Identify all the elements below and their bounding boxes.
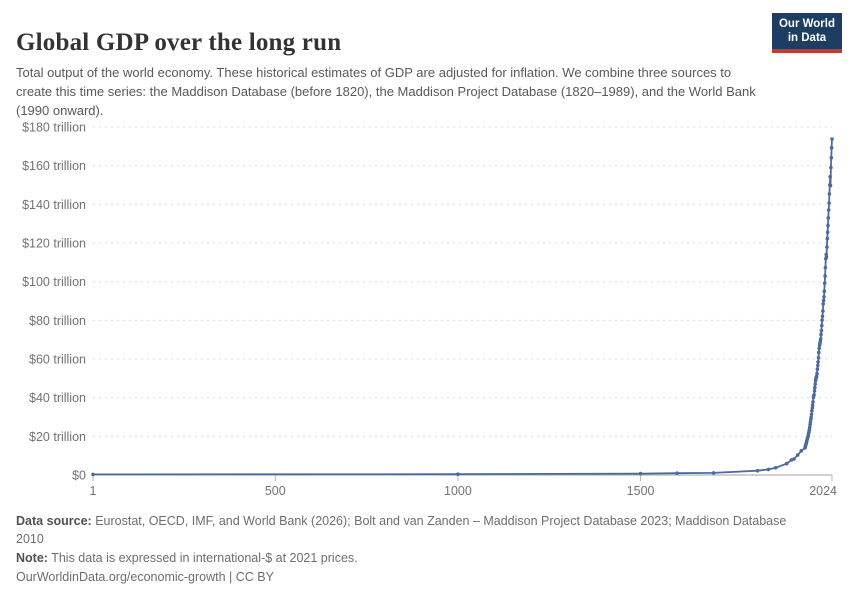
data-point-marker bbox=[812, 393, 816, 397]
y-axis-tick-label: $180 trillion bbox=[22, 121, 86, 135]
data-point-marker bbox=[456, 472, 460, 477]
data-point-marker bbox=[755, 468, 760, 473]
data-point-marker bbox=[638, 471, 643, 476]
data-point-marker bbox=[814, 374, 819, 379]
data-point-marker bbox=[827, 201, 831, 205]
data-point-marker bbox=[815, 367, 820, 371]
data-source-label: Data source: bbox=[16, 514, 92, 528]
data-point-marker bbox=[809, 415, 813, 420]
data-point-marker bbox=[815, 371, 819, 376]
note-text: This data is expressed in international-… bbox=[47, 551, 358, 565]
data-point-marker bbox=[817, 350, 821, 355]
data-point-marker bbox=[821, 298, 826, 303]
y-axis-tick-label: $140 trillion bbox=[22, 198, 86, 212]
data-point-marker bbox=[830, 137, 834, 141]
data-point-marker bbox=[711, 471, 716, 475]
data-point-marker bbox=[829, 155, 834, 160]
gdp-series-line bbox=[92, 138, 833, 476]
data-point-marker bbox=[820, 314, 825, 319]
data-point-marker bbox=[792, 457, 796, 461]
data-point-marker bbox=[816, 360, 820, 364]
note-label: Note: bbox=[16, 551, 48, 565]
data-point-marker bbox=[820, 323, 824, 328]
data-point-marker bbox=[826, 216, 831, 220]
data-point-marker bbox=[827, 192, 832, 196]
data-point-marker bbox=[822, 295, 826, 299]
data-point-marker bbox=[773, 466, 778, 470]
data-point-marker bbox=[813, 382, 817, 386]
data-point-marker bbox=[784, 461, 789, 466]
page-title: Global GDP over the long run bbox=[16, 28, 342, 56]
citation-link[interactable]: OurWorldinData.org/economic-growth | CC … bbox=[16, 570, 274, 584]
x-axis-tick-label: 1000 bbox=[444, 484, 472, 498]
x-axis-tick-label: 500 bbox=[265, 484, 286, 498]
y-axis-tick-label: $20 trillion bbox=[29, 430, 86, 444]
data-point-marker bbox=[824, 255, 829, 259]
data-point-marker bbox=[821, 302, 825, 306]
data-point-marker bbox=[810, 409, 814, 413]
data-point-marker bbox=[829, 145, 834, 150]
data-point-marker bbox=[807, 425, 812, 430]
owid-logo-line2: in Data bbox=[787, 31, 827, 44]
y-axis-tick-label: $160 trillion bbox=[22, 159, 86, 173]
data-point-marker bbox=[799, 449, 804, 453]
data-source-line: Data source: Eurostat, OECD, IMF, and Wo… bbox=[16, 512, 816, 548]
x-axis-tick-label: 2024 bbox=[809, 484, 837, 498]
data-point-marker bbox=[825, 245, 829, 249]
data-point-marker bbox=[823, 265, 828, 270]
data-point-marker bbox=[675, 471, 679, 476]
data-point-marker bbox=[820, 318, 824, 322]
data-point-marker bbox=[91, 472, 95, 477]
data-point-marker bbox=[826, 223, 830, 228]
y-axis-tick-label: $0 bbox=[72, 469, 86, 483]
x-axis-tick-label: 1500 bbox=[627, 484, 655, 498]
note-line: Note: This data is expressed in internat… bbox=[16, 549, 816, 567]
data-point-marker bbox=[822, 281, 827, 286]
data-point-marker bbox=[812, 389, 817, 393]
data-point-marker bbox=[809, 412, 814, 417]
data-point-marker bbox=[828, 174, 832, 179]
data-point-marker bbox=[822, 289, 827, 294]
data-point-marker bbox=[825, 236, 830, 241]
y-axis-tick-label: $80 trillion bbox=[29, 314, 86, 328]
data-point-marker bbox=[810, 403, 815, 408]
owid-logo: Our World in Data bbox=[772, 13, 842, 53]
y-axis-tick-label: $60 trillion bbox=[29, 353, 86, 367]
y-axis-tick-label: $40 trillion bbox=[29, 391, 86, 405]
data-point-marker bbox=[828, 183, 833, 188]
data-point-marker bbox=[818, 337, 823, 341]
data-point-marker bbox=[817, 346, 821, 351]
data-source-text: Eurostat, OECD, IMF, and World Bank (202… bbox=[16, 514, 787, 546]
data-point-marker bbox=[821, 309, 825, 313]
x-axis-tick-label: 1 bbox=[90, 484, 97, 498]
data-point-marker bbox=[811, 400, 815, 404]
data-point-marker bbox=[813, 385, 817, 390]
owid-logo-line1: Our World bbox=[778, 18, 835, 30]
data-point-marker bbox=[816, 363, 820, 368]
data-point-marker bbox=[795, 453, 800, 457]
data-point-marker bbox=[766, 467, 771, 472]
data-point-marker bbox=[808, 420, 813, 425]
y-axis-tick-label: $120 trillion bbox=[22, 237, 86, 251]
data-point-marker bbox=[829, 165, 833, 170]
data-point-marker bbox=[810, 406, 815, 410]
y-axis-tick-label: $100 trillion bbox=[22, 275, 86, 289]
data-point-marker bbox=[825, 230, 830, 234]
data-point-marker bbox=[816, 356, 821, 360]
data-point-marker bbox=[826, 208, 831, 212]
chart-subtitle: Total output of the world economy. These… bbox=[16, 65, 756, 118]
data-point-marker bbox=[823, 274, 827, 278]
data-point-marker bbox=[819, 328, 824, 333]
data-point-marker bbox=[819, 332, 823, 337]
